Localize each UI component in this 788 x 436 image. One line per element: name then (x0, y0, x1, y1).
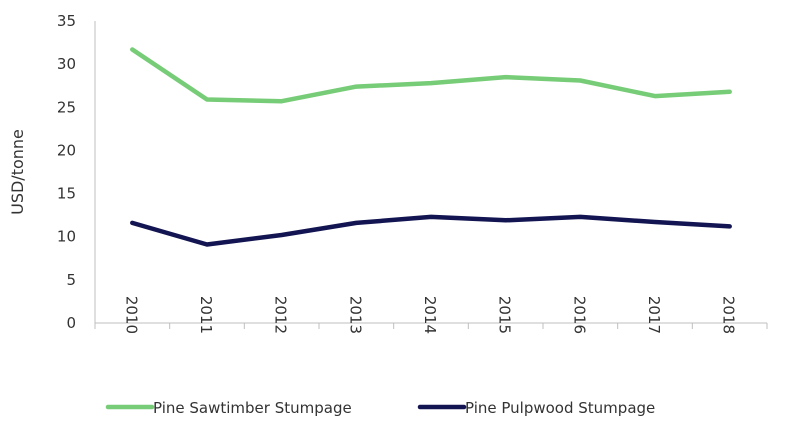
y-axis: 0 5 10 15 20 25 30 35 USD/tonne (8, 12, 96, 332)
series-layer (130, 47, 732, 247)
series-line-pulpwood (130, 214, 732, 247)
legend: Pine Sawtimber Stumpage Pine Pulpwood Stu… (105, 399, 655, 417)
x-tick-label: 2011 (197, 296, 215, 334)
y-tick-label: 25 (57, 98, 76, 116)
y-tick-label: 35 (57, 12, 76, 30)
legend-label: Pine Pulpwood Stumpage (465, 399, 655, 417)
y-tick-label: 15 (57, 185, 76, 203)
x-tick-label: 2012 (272, 296, 290, 334)
x-tick-label: 2015 (496, 296, 514, 334)
x-tick-label: 2018 (720, 296, 738, 334)
y-tick-label: 30 (57, 55, 76, 73)
y-tick-labels: 0 5 10 15 20 25 30 35 (57, 12, 76, 332)
x-tick-label: 2014 (421, 296, 439, 334)
y-tick-label: 0 (66, 314, 76, 332)
x-tick-label: 2010 (122, 296, 140, 334)
x-axis: 2010 2011 2012 2013 2014 2015 2016 2017 2018 (94, 296, 768, 334)
x-tick-label: 2016 (570, 296, 588, 334)
x-tick-label: 2017 (645, 296, 663, 334)
y-tick-label: 5 (66, 271, 76, 289)
legend-item-sawtimber: Pine Sawtimber Stumpage (105, 399, 352, 417)
x-tick-labels: 2010 2011 2012 2013 2014 2015 2016 2017 2018 (94, 296, 768, 334)
series-line-sawtimber (130, 47, 732, 104)
legend-item-pulpwood: Pine Pulpwood Stumpage (417, 399, 655, 417)
y-tick-label: 20 (57, 141, 76, 159)
x-tick-label: 2013 (346, 296, 364, 334)
legend-label: Pine Sawtimber Stumpage (153, 399, 352, 417)
y-axis-title: USD/tonne (8, 129, 27, 215)
y-tick-label: 10 (57, 228, 76, 246)
